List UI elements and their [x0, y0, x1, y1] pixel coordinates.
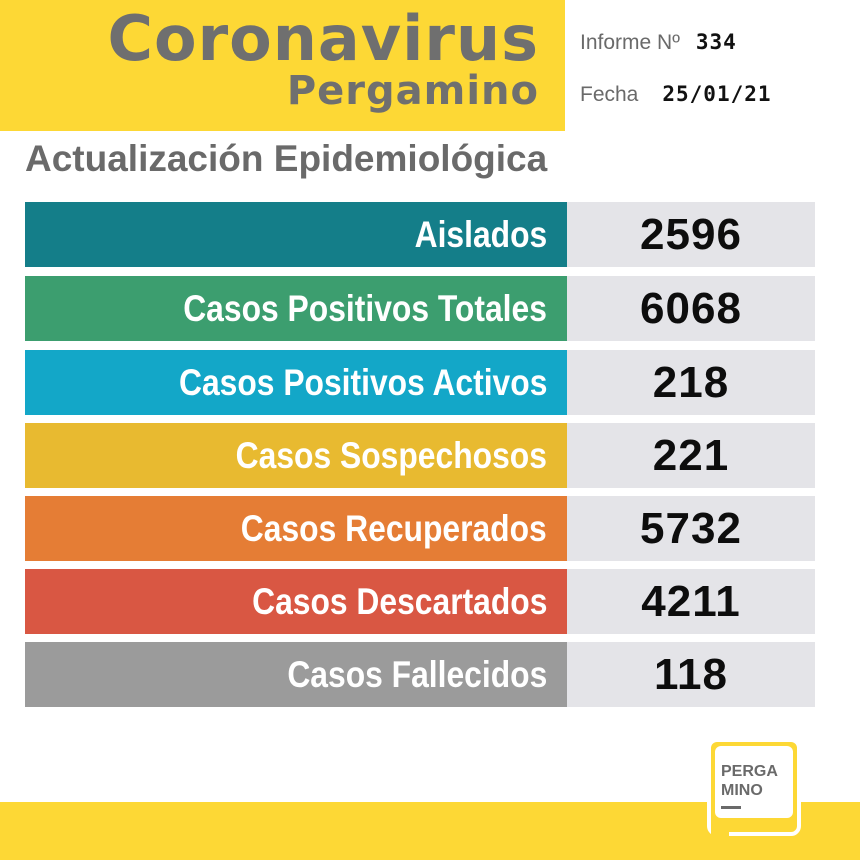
stat-label-text: Casos Recuperados	[241, 507, 547, 549]
stat-value: 218	[567, 350, 815, 415]
logo-underline	[721, 806, 741, 809]
logo-tail	[711, 818, 729, 836]
stat-label-text: Casos Positivos Totales	[183, 287, 547, 329]
stat-label: Casos Descartados	[25, 569, 567, 634]
report-number: 334	[695, 30, 737, 54]
stat-row-aislados: Aislados 2596	[25, 202, 815, 267]
stat-row-recuperados: Casos Recuperados 5732	[25, 496, 815, 561]
stat-row-positivos-totales: Casos Positivos Totales 6068	[25, 276, 815, 341]
stat-label-text: Casos Fallecidos	[287, 653, 547, 695]
stat-label: Aislados	[25, 202, 567, 267]
title-coronavirus: Coronavirus	[107, 2, 539, 75]
stat-label: Casos Positivos Activos	[25, 350, 567, 415]
stat-label: Casos Recuperados	[25, 496, 567, 561]
date-value: 25/01/21	[662, 82, 772, 106]
date-label: Fecha	[580, 83, 639, 106]
title-city: Pergamino	[286, 68, 539, 114]
report-number-row: Informe Nº 334	[580, 30, 737, 55]
report-date-row: Fecha 25/01/21	[580, 82, 772, 107]
stat-row-fallecidos: Casos Fallecidos 118	[25, 642, 815, 707]
stat-value: 221	[567, 423, 815, 488]
stat-value: 118	[567, 642, 815, 707]
stat-label-text: Casos Sospechosos	[235, 434, 547, 476]
stat-label: Casos Sospechosos	[25, 423, 567, 488]
stat-label-text: Casos Positivos Activos	[178, 361, 547, 403]
stat-value: 6068	[567, 276, 815, 341]
logo-text: PERGA MINO	[721, 762, 778, 800]
stat-value: 4211	[567, 569, 815, 634]
stat-value: 5732	[567, 496, 815, 561]
stat-label: Casos Positivos Totales	[25, 276, 567, 341]
page-subtitle: Actualización Epidemiológica	[25, 138, 548, 179]
stat-value: 2596	[567, 202, 815, 267]
stat-label-text: Aislados	[414, 213, 547, 255]
logo-line1: PERGA	[721, 763, 778, 780]
pergamino-logo: PERGA MINO	[707, 738, 801, 836]
stat-label-text: Casos Descartados	[251, 580, 547, 622]
header-band: Coronavirus Pergamino	[0, 0, 565, 131]
report-label: Informe Nº	[580, 31, 680, 54]
stat-row-descartados: Casos Descartados 4211	[25, 569, 815, 634]
logo-line2: MINO	[721, 782, 763, 799]
stat-label: Casos Fallecidos	[25, 642, 567, 707]
stat-row-sospechosos: Casos Sospechosos 221	[25, 423, 815, 488]
stat-row-positivos-activos: Casos Positivos Activos 218	[25, 350, 815, 415]
